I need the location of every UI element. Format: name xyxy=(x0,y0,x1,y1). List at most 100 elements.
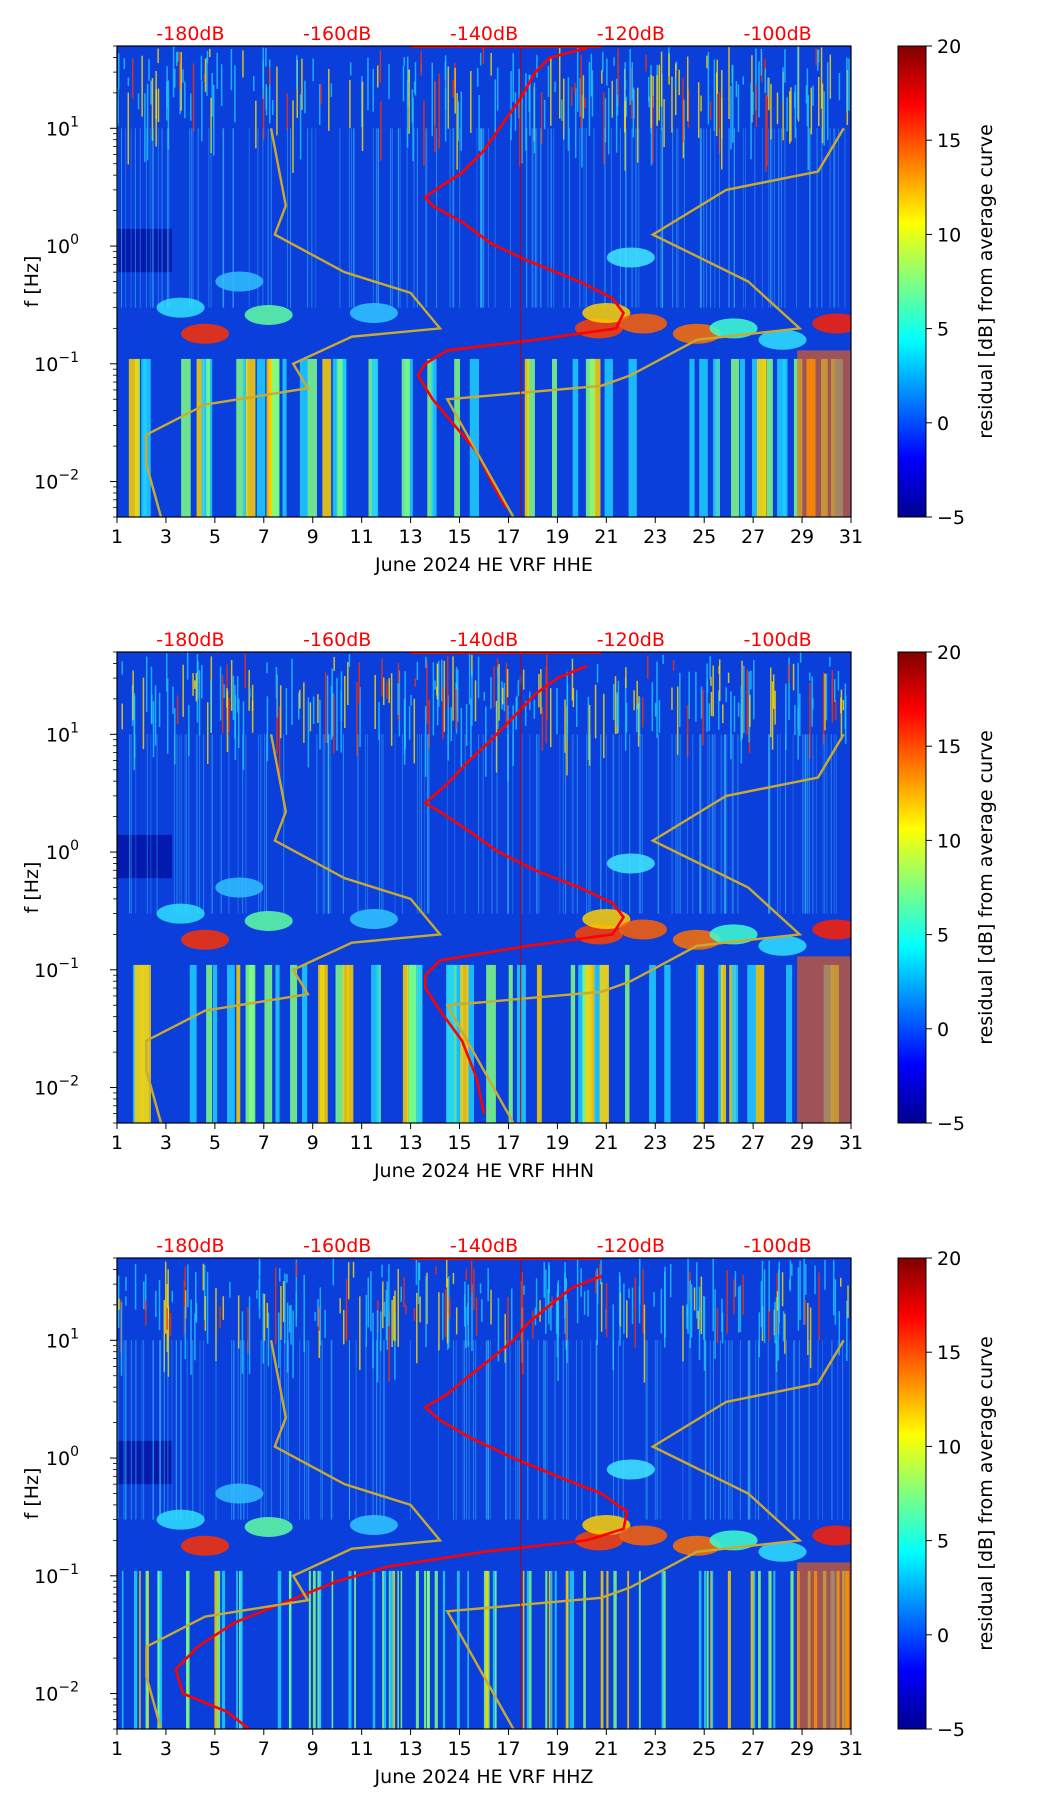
spectrogram-streak xyxy=(571,734,573,914)
spectrogram-speckle xyxy=(840,1277,842,1287)
spectrogram-speckle xyxy=(743,665,745,734)
spectrogram-streak xyxy=(537,1340,539,1520)
spectrogram-speckle xyxy=(624,62,626,120)
spectrogram-speckle xyxy=(700,686,703,719)
y-tick-base: 10 xyxy=(34,1684,58,1706)
spectrogram-speckle xyxy=(379,1311,382,1352)
spectrogram-speckle xyxy=(125,1276,127,1291)
spectrogram-speckle xyxy=(733,695,736,732)
spectrogram-speckle xyxy=(595,1271,597,1293)
x-tick-label: 21 xyxy=(594,1738,618,1760)
spectrogram-streak xyxy=(521,734,523,914)
spectrogram-speckle xyxy=(805,85,808,104)
spectrogram-streak xyxy=(534,128,536,308)
spectrogram-streak xyxy=(544,1340,546,1520)
spectrogram-streak xyxy=(167,1340,169,1520)
spectrogram-speckle xyxy=(652,95,654,164)
x-tick-label: 31 xyxy=(839,526,863,548)
spectrogram-speckle xyxy=(182,69,184,83)
spectrogram-speckle xyxy=(590,53,593,97)
spectrogram-streak xyxy=(704,1340,706,1520)
spectrogram-hot-band xyxy=(797,1562,851,1729)
spectrogram-speckle xyxy=(522,1307,524,1375)
spectrogram-speckle xyxy=(361,81,364,152)
spectrogram-streak xyxy=(837,128,839,308)
spectrogram-speckle xyxy=(703,1296,706,1371)
spectrogram-speckle xyxy=(654,702,657,717)
spectrogram-speckle xyxy=(256,1290,258,1299)
spectrogram-speckle xyxy=(794,705,796,735)
x-axis-label: June 2024 HE VRF HHZ xyxy=(374,1766,594,1788)
spectrogram-speckle xyxy=(210,97,212,154)
spectrogram-speckle xyxy=(295,1259,298,1318)
spectrogram-speckle xyxy=(411,89,414,123)
spectrogram-speckle xyxy=(792,663,795,691)
spectrogram-speckle xyxy=(367,1277,370,1328)
spectrogram-speckle xyxy=(182,664,184,717)
spectrogram-speckle xyxy=(722,704,724,724)
spectrogram-speckle xyxy=(831,678,834,707)
spectrogram-streak xyxy=(159,1340,161,1520)
spectrogram-speckle xyxy=(120,1302,123,1376)
spectrogram-band xyxy=(201,358,207,517)
spectrogram-speckle xyxy=(423,100,425,166)
spectrogram-streak xyxy=(478,734,480,914)
spectrogram-speckle xyxy=(452,1272,455,1284)
spectrogram-streak xyxy=(837,1340,839,1520)
spectrogram-dark-band xyxy=(117,228,172,273)
spectrogram-streak xyxy=(466,1340,468,1520)
spectrogram-speckle xyxy=(237,698,240,748)
spectrogram-streak xyxy=(316,734,318,914)
spectrogram-band xyxy=(740,358,745,517)
spectrogram-blob xyxy=(156,1509,205,1530)
spectrogram-streak xyxy=(733,128,735,308)
spectrogram-speckle xyxy=(380,101,382,161)
spectrogram-speckle xyxy=(192,63,195,132)
y-tick-base: 10 xyxy=(46,724,70,746)
spectrogram-speckle xyxy=(617,48,619,107)
spectrogram-blob xyxy=(812,1525,851,1546)
spectrogram-speckle xyxy=(547,1288,549,1306)
spectrogram-speckle xyxy=(735,80,738,97)
spectrogram-speckle xyxy=(280,1286,282,1340)
spectrogram-band xyxy=(710,1570,713,1729)
y-tick-label: 101 xyxy=(46,114,79,140)
spectrogram-blob xyxy=(215,877,264,898)
top-db-label: -140dB xyxy=(450,629,518,651)
spectrogram-streak xyxy=(719,1340,721,1520)
spectrogram-speckle xyxy=(318,1307,321,1331)
spectrogram-speckle xyxy=(805,1263,807,1295)
spectrogram-speckle xyxy=(414,678,417,687)
spectrogram-band xyxy=(606,1570,609,1729)
spectrogram-band xyxy=(397,1570,399,1729)
spectrogram-streak xyxy=(699,734,701,914)
spectrogram-speckle xyxy=(386,680,388,699)
spectrogram-speckle xyxy=(295,1261,298,1278)
spectrogram-speckle xyxy=(209,48,211,58)
spectrogram-streak xyxy=(808,1340,810,1520)
spectrogram-band xyxy=(383,1570,387,1729)
spectrogram-streak xyxy=(709,734,711,914)
spectrogram-speckle xyxy=(450,706,453,742)
spectrogram-band xyxy=(442,1570,446,1729)
spectrogram-blob xyxy=(156,297,205,318)
spectrogram-streak xyxy=(690,1340,692,1520)
spectrogram-speckle xyxy=(485,706,487,777)
spectrogram-speckle xyxy=(192,673,194,696)
spectrogram-streak xyxy=(538,734,540,914)
spectrogram-speckle xyxy=(750,82,752,160)
spectrogram-speckle xyxy=(763,1269,766,1344)
noise-model-curve xyxy=(445,127,845,517)
y-tick-exponent: 0 xyxy=(70,838,79,854)
spectrogram-speckle xyxy=(772,674,775,709)
spectrogram-streak xyxy=(304,1340,306,1520)
y-tick-base: 10 xyxy=(34,1078,58,1100)
spectrogram-speckle xyxy=(788,657,790,721)
spectrogram-band xyxy=(777,358,786,517)
spectrogram-streak xyxy=(190,128,192,308)
spectrogram-speckle xyxy=(479,52,482,66)
spectrogram-speckle xyxy=(127,92,130,165)
spectrogram-speckle xyxy=(444,61,447,81)
spectrogram-streak xyxy=(748,1340,750,1520)
